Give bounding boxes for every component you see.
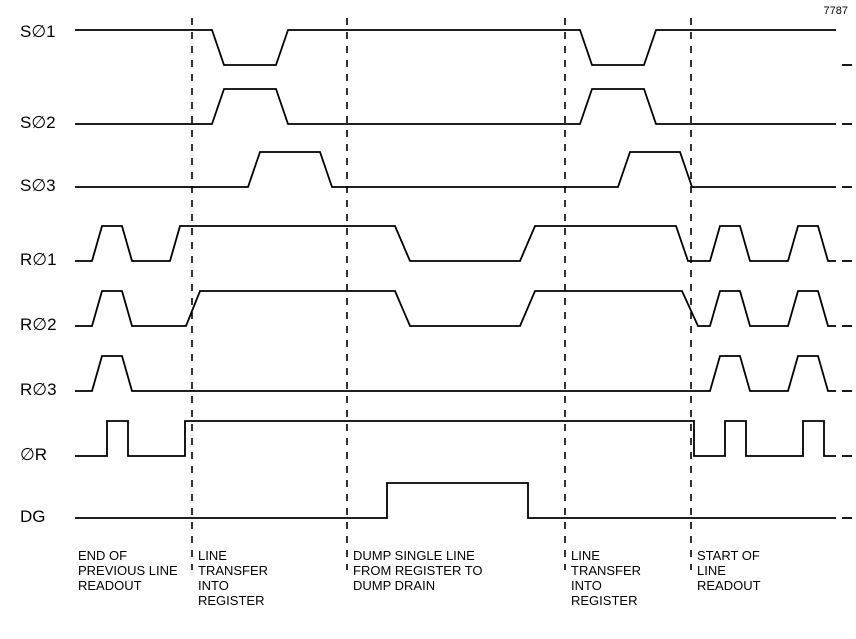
phase-label: DUMP SINGLE LINEFROM REGISTER TODUMP DRA… — [353, 548, 483, 593]
signal-label: S∅1 — [20, 22, 56, 41]
signal-R∅1 — [75, 226, 836, 261]
signal-∅R — [75, 421, 836, 456]
signal-label: S∅2 — [20, 113, 56, 132]
phase-label: START OFLINEREADOUT — [697, 548, 761, 593]
phase-label: LINETRANSFERINTOREGISTER — [571, 548, 641, 608]
signal-S∅1 — [75, 30, 836, 65]
signal-S∅3 — [75, 152, 836, 187]
figure-number: 7787 — [824, 5, 848, 17]
signal-DG — [75, 483, 836, 518]
signal-label: S∅3 — [20, 176, 56, 195]
timing-diagram: S∅1 S∅2 S∅3 R∅1 R∅2 R∅3 ∅R DG END OFPREVIOUS LIN… — [0, 0, 856, 639]
phase-label: LINETRANSFERINTOREGISTER — [198, 548, 268, 608]
signal-label: R∅1 — [20, 250, 57, 269]
phase-label: END OFPREVIOUS LINEREADOUT — [78, 548, 178, 593]
signal-label: ∅R — [20, 445, 47, 464]
signal-label: R∅3 — [20, 380, 57, 399]
signal-label: R∅2 — [20, 315, 57, 334]
signal-R∅3 — [75, 356, 836, 391]
signal-R∅2 — [75, 291, 836, 326]
signal-S∅2 — [75, 89, 836, 124]
signal-label: DG — [20, 507, 46, 526]
